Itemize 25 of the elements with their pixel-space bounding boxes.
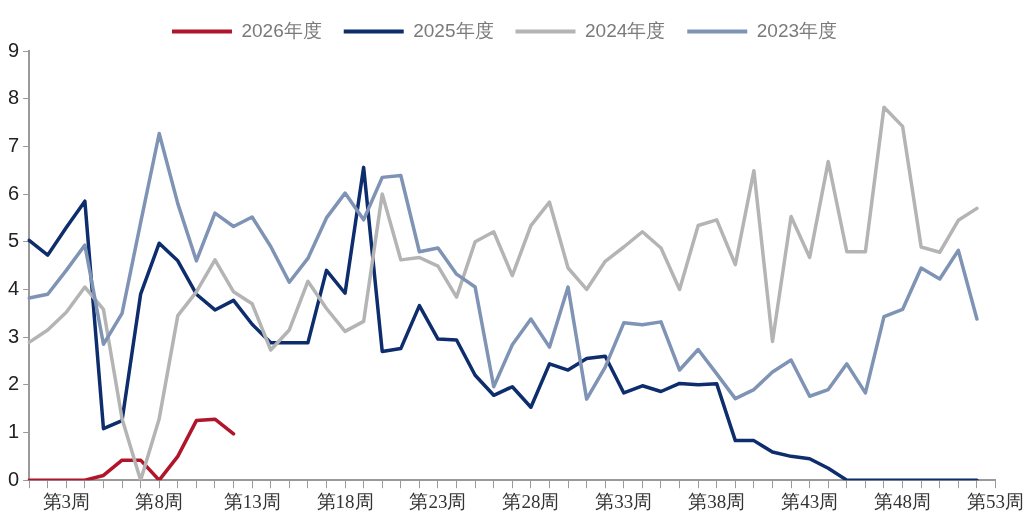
y-tick-label: 8 bbox=[8, 86, 20, 109]
x-tick-label: 第48周 bbox=[874, 490, 932, 512]
x-tick-label: 第43周 bbox=[781, 490, 839, 512]
y-tick-label: 3 bbox=[8, 324, 20, 347]
y-tick-label: 2 bbox=[8, 372, 20, 395]
y-tick-label: 7 bbox=[8, 133, 20, 156]
x-tick-label: 第8周 bbox=[135, 490, 183, 512]
x-tick-label: 第53周 bbox=[967, 490, 1024, 512]
y-tick-label: 5 bbox=[8, 229, 20, 252]
x-tick-label: 第23周 bbox=[409, 490, 467, 512]
legend-label: 2023年度 bbox=[756, 19, 838, 41]
x-tick-label: 第33周 bbox=[595, 490, 653, 512]
y-tick-label: 9 bbox=[8, 38, 20, 61]
x-tick-label: 第38周 bbox=[688, 490, 746, 512]
x-tick-label: 第3周 bbox=[42, 490, 91, 512]
legend-label: 2024年度 bbox=[585, 19, 666, 41]
x-tick-label: 第13周 bbox=[223, 490, 281, 512]
y-tick-label: 1 bbox=[8, 420, 20, 443]
legend-label: 2026年度 bbox=[241, 19, 322, 41]
y-tick-label: 0 bbox=[8, 467, 20, 490]
y-tick-label: 6 bbox=[8, 181, 20, 204]
x-tick-label: 第28周 bbox=[502, 490, 560, 512]
y-tick-label: 4 bbox=[8, 276, 20, 299]
x-tick-label: 第18周 bbox=[316, 490, 374, 512]
legend-label: 2025年度 bbox=[413, 19, 494, 41]
